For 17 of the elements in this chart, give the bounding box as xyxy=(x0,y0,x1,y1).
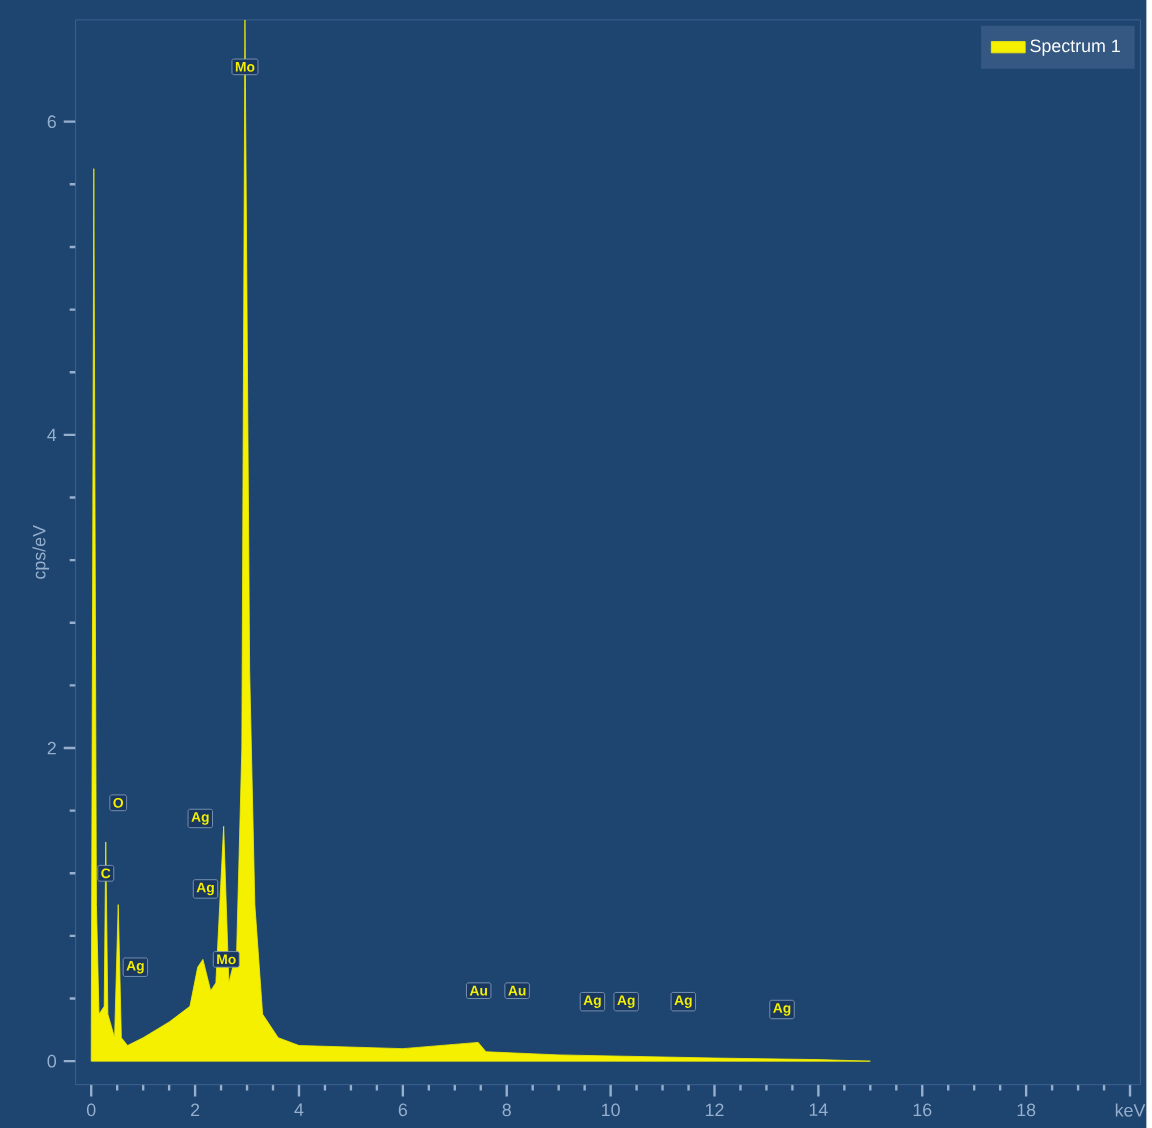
x-tick-label: 4 xyxy=(294,1103,304,1116)
x-tick-label: 18 xyxy=(1017,1103,1036,1116)
x-tick-label: keV xyxy=(1115,1103,1146,1117)
x-tick-label: 2 xyxy=(191,1103,200,1116)
x-tick-label: 10 xyxy=(602,1103,620,1116)
y-tick-label: 2 xyxy=(47,741,56,755)
x-tick-label: 8 xyxy=(502,1103,511,1116)
y-tick-label: 0 xyxy=(47,1054,57,1068)
y-tick-label: 6 xyxy=(47,115,56,128)
y-tick-label: 4 xyxy=(47,428,57,441)
legend-label: Spectrum 1 xyxy=(1030,39,1120,56)
x-tick-label: 12 xyxy=(705,1103,724,1116)
x-tick-label: 6 xyxy=(398,1103,408,1116)
x-tick-label: 14 xyxy=(809,1103,828,1116)
x-tick-label: 0 xyxy=(86,1103,96,1116)
x-tick-label: 16 xyxy=(913,1103,932,1116)
y-axis-title: cps/eV xyxy=(32,524,50,579)
